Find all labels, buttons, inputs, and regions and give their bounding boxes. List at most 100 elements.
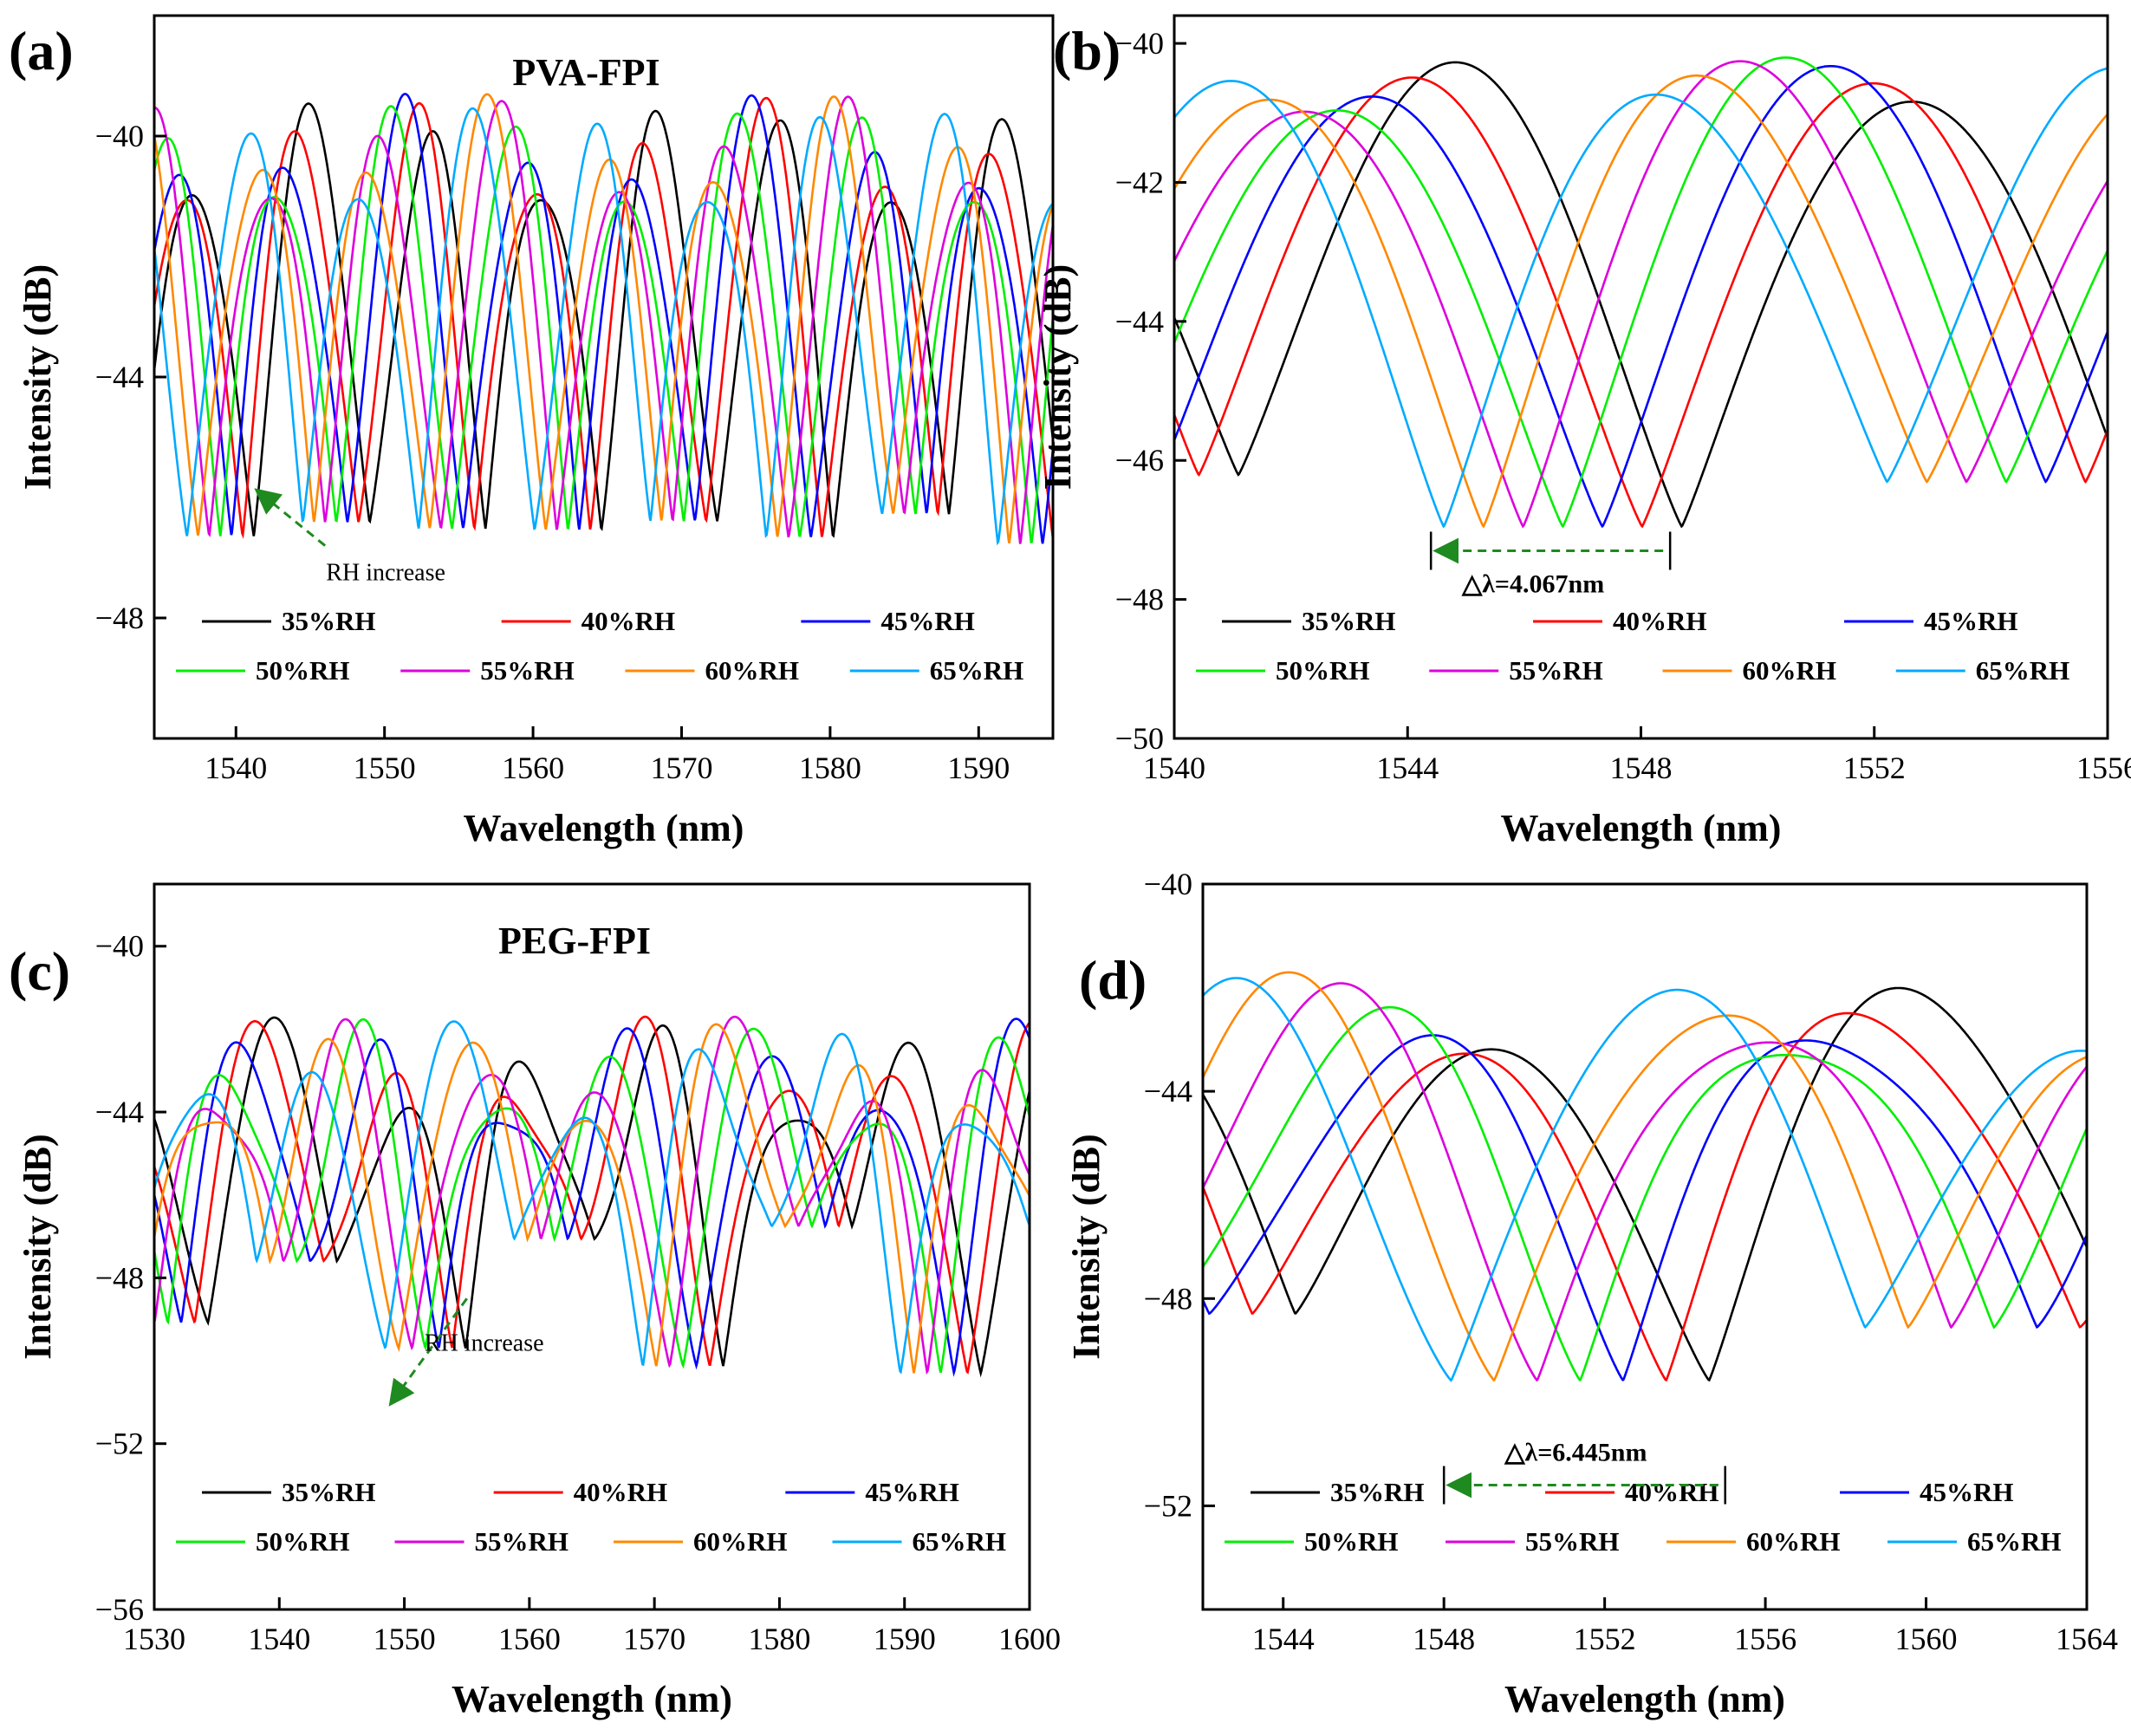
legend-label: 35%RH xyxy=(282,606,376,636)
x-axis-label: Wavelength (nm) xyxy=(452,1678,732,1720)
series-group xyxy=(1203,971,2087,1382)
legend-label: 50%RH xyxy=(256,1526,350,1557)
legend-label: 45%RH xyxy=(1924,606,2018,636)
x-tick-label: 1590 xyxy=(947,751,1010,785)
series-line-45%RH xyxy=(1174,65,2108,529)
annotation-text: RH increase xyxy=(326,560,445,587)
legend-label: 60%RH xyxy=(1743,655,1837,686)
legend-label: 35%RH xyxy=(282,1477,376,1507)
x-tick-label: 1590 xyxy=(874,1622,936,1656)
y-tick-label: −44 xyxy=(1115,304,1164,339)
legend-label: 50%RH xyxy=(1276,655,1370,686)
legend-label: 40%RH xyxy=(574,1477,668,1507)
legend-label: 35%RH xyxy=(1330,1477,1425,1507)
panel-d: 1544 1548 1552 1556 1560 1564 −52 −48 −44 −40 Wave… xyxy=(1065,867,2118,1720)
series-group xyxy=(154,93,1053,546)
x-tick-label: 1560 xyxy=(502,751,564,785)
series-line-35%RH xyxy=(154,102,1053,538)
series-line-55%RH xyxy=(1174,60,2108,529)
series-line-35%RH xyxy=(1203,986,2087,1382)
legend-label: 65%RH xyxy=(1967,1526,2062,1557)
chart-title: PEG-FPI xyxy=(498,920,651,962)
series-line-40%RH xyxy=(154,96,1053,539)
x-tick-label: 1552 xyxy=(1843,751,1906,785)
series-line-40%RH xyxy=(154,1015,1030,1375)
series-line-50%RH xyxy=(154,105,1053,543)
y-tick-label: −50 xyxy=(1115,721,1164,756)
panel-b: 1540 1544 1548 1552 1556 −50 −48 −46 −44 −42 −40 Wa… xyxy=(1036,14,2131,849)
legend-label: 45%RH xyxy=(880,606,974,636)
legend-label: 60%RH xyxy=(705,655,800,686)
series-line-65%RH xyxy=(1203,977,2087,1382)
series-line-50%RH xyxy=(1203,1005,2087,1382)
legend-label: 35%RH xyxy=(1302,606,1396,636)
delta-lambda-label: △λ=6.445nm xyxy=(1504,1439,1647,1467)
y-axis-label: Intensity (dB) xyxy=(16,264,59,490)
y-tick-label: −42 xyxy=(1115,165,1164,199)
legend-label: 45%RH xyxy=(865,1477,958,1507)
legend-label: 50%RH xyxy=(1304,1526,1399,1557)
series-line-40%RH xyxy=(1174,76,2108,529)
legend-label: 60%RH xyxy=(693,1526,788,1557)
x-tick-label: 1548 xyxy=(1610,751,1673,785)
series-line-50%RH xyxy=(1174,56,2108,529)
legend-label: 40%RH xyxy=(1625,1477,1719,1507)
y-tick-label: −40 xyxy=(95,119,144,153)
series-line-55%RH xyxy=(1203,982,2087,1382)
plot-frame xyxy=(153,882,1031,1611)
series-line-65%RH xyxy=(1174,67,2108,529)
legend-label: 40%RH xyxy=(581,606,676,636)
x-tick-label: 1552 xyxy=(1574,1622,1636,1656)
series-line-35%RH xyxy=(154,1016,1030,1378)
legend-label: 55%RH xyxy=(480,655,575,686)
legend: 35%RH 40%RH 45%RH 50%RH 55%RH 60%RH 65%RH xyxy=(176,1477,1006,1557)
legend-label: 55%RH xyxy=(1509,655,1603,686)
series-line-60%RH xyxy=(1203,971,2087,1382)
series-group xyxy=(1174,56,2108,529)
panel-c: 1530 1540 1550 1560 1570 1580 1590 1600 −56 −52 −4… xyxy=(9,882,1061,1720)
panel-label: (c) xyxy=(9,940,70,1002)
series-line-45%RH xyxy=(154,93,1053,544)
series-line-65%RH xyxy=(154,1020,1030,1375)
x-tick-label: 1540 xyxy=(205,751,267,785)
series-line-60%RH xyxy=(154,93,1053,544)
x-tick-label: 1540 xyxy=(1143,751,1205,785)
legend-label: 50%RH xyxy=(256,655,350,686)
panel-label: (b) xyxy=(1053,20,1121,81)
legend: 35%RH 40%RH 45%RH 50%RH 55%RH 60%RH 65%RH xyxy=(1225,1477,2062,1557)
x-tick-label: 1580 xyxy=(799,751,861,785)
series-line-60%RH xyxy=(1174,74,2108,529)
x-tick-label: 1560 xyxy=(1895,1622,1958,1656)
x-tick-label: 1570 xyxy=(650,751,712,785)
series-line-50%RH xyxy=(154,1018,1030,1374)
y-tick-label: −40 xyxy=(95,929,144,964)
panel-label: (a) xyxy=(9,20,74,81)
y-tick-label: −56 xyxy=(95,1592,144,1627)
x-axis-label: Wavelength (nm) xyxy=(1504,1678,1785,1720)
x-tick-label: 1564 xyxy=(2056,1622,2118,1656)
x-tick-label: 1548 xyxy=(1413,1622,1475,1656)
x-tick-label: 1556 xyxy=(1734,1622,1796,1656)
series-line-60%RH xyxy=(154,1023,1030,1374)
y-tick-label: −46 xyxy=(1115,443,1164,478)
series-line-45%RH xyxy=(1203,1034,2087,1382)
series-group xyxy=(154,1015,1030,1378)
legend-label: 45%RH xyxy=(1920,1477,2014,1507)
x-tick-label: 1544 xyxy=(1376,751,1439,785)
x-tick-label: 1580 xyxy=(748,1622,810,1656)
x-tick-label: 1560 xyxy=(498,1622,561,1656)
y-tick-label: −48 xyxy=(95,1260,144,1295)
x-axis-label: Wavelength (nm) xyxy=(1501,807,1782,849)
x-tick-label: 1530 xyxy=(123,1622,185,1656)
chart-title: PVA-FPI xyxy=(512,51,659,94)
legend-label: 65%RH xyxy=(1976,655,2070,686)
y-tick-label: −52 xyxy=(95,1427,144,1461)
x-tick-label: 1540 xyxy=(248,1622,310,1656)
y-tick-label: −52 xyxy=(1144,1488,1192,1523)
rh-arrow xyxy=(388,1297,468,1407)
x-tick-label: 1550 xyxy=(354,751,416,785)
y-tick-label: −48 xyxy=(1144,1281,1192,1316)
legend: 35%RH 40%RH 45%RH 50%RH 55%RH 60%RH 65%RH xyxy=(1196,606,2069,686)
x-tick-label: 1544 xyxy=(1252,1622,1315,1656)
